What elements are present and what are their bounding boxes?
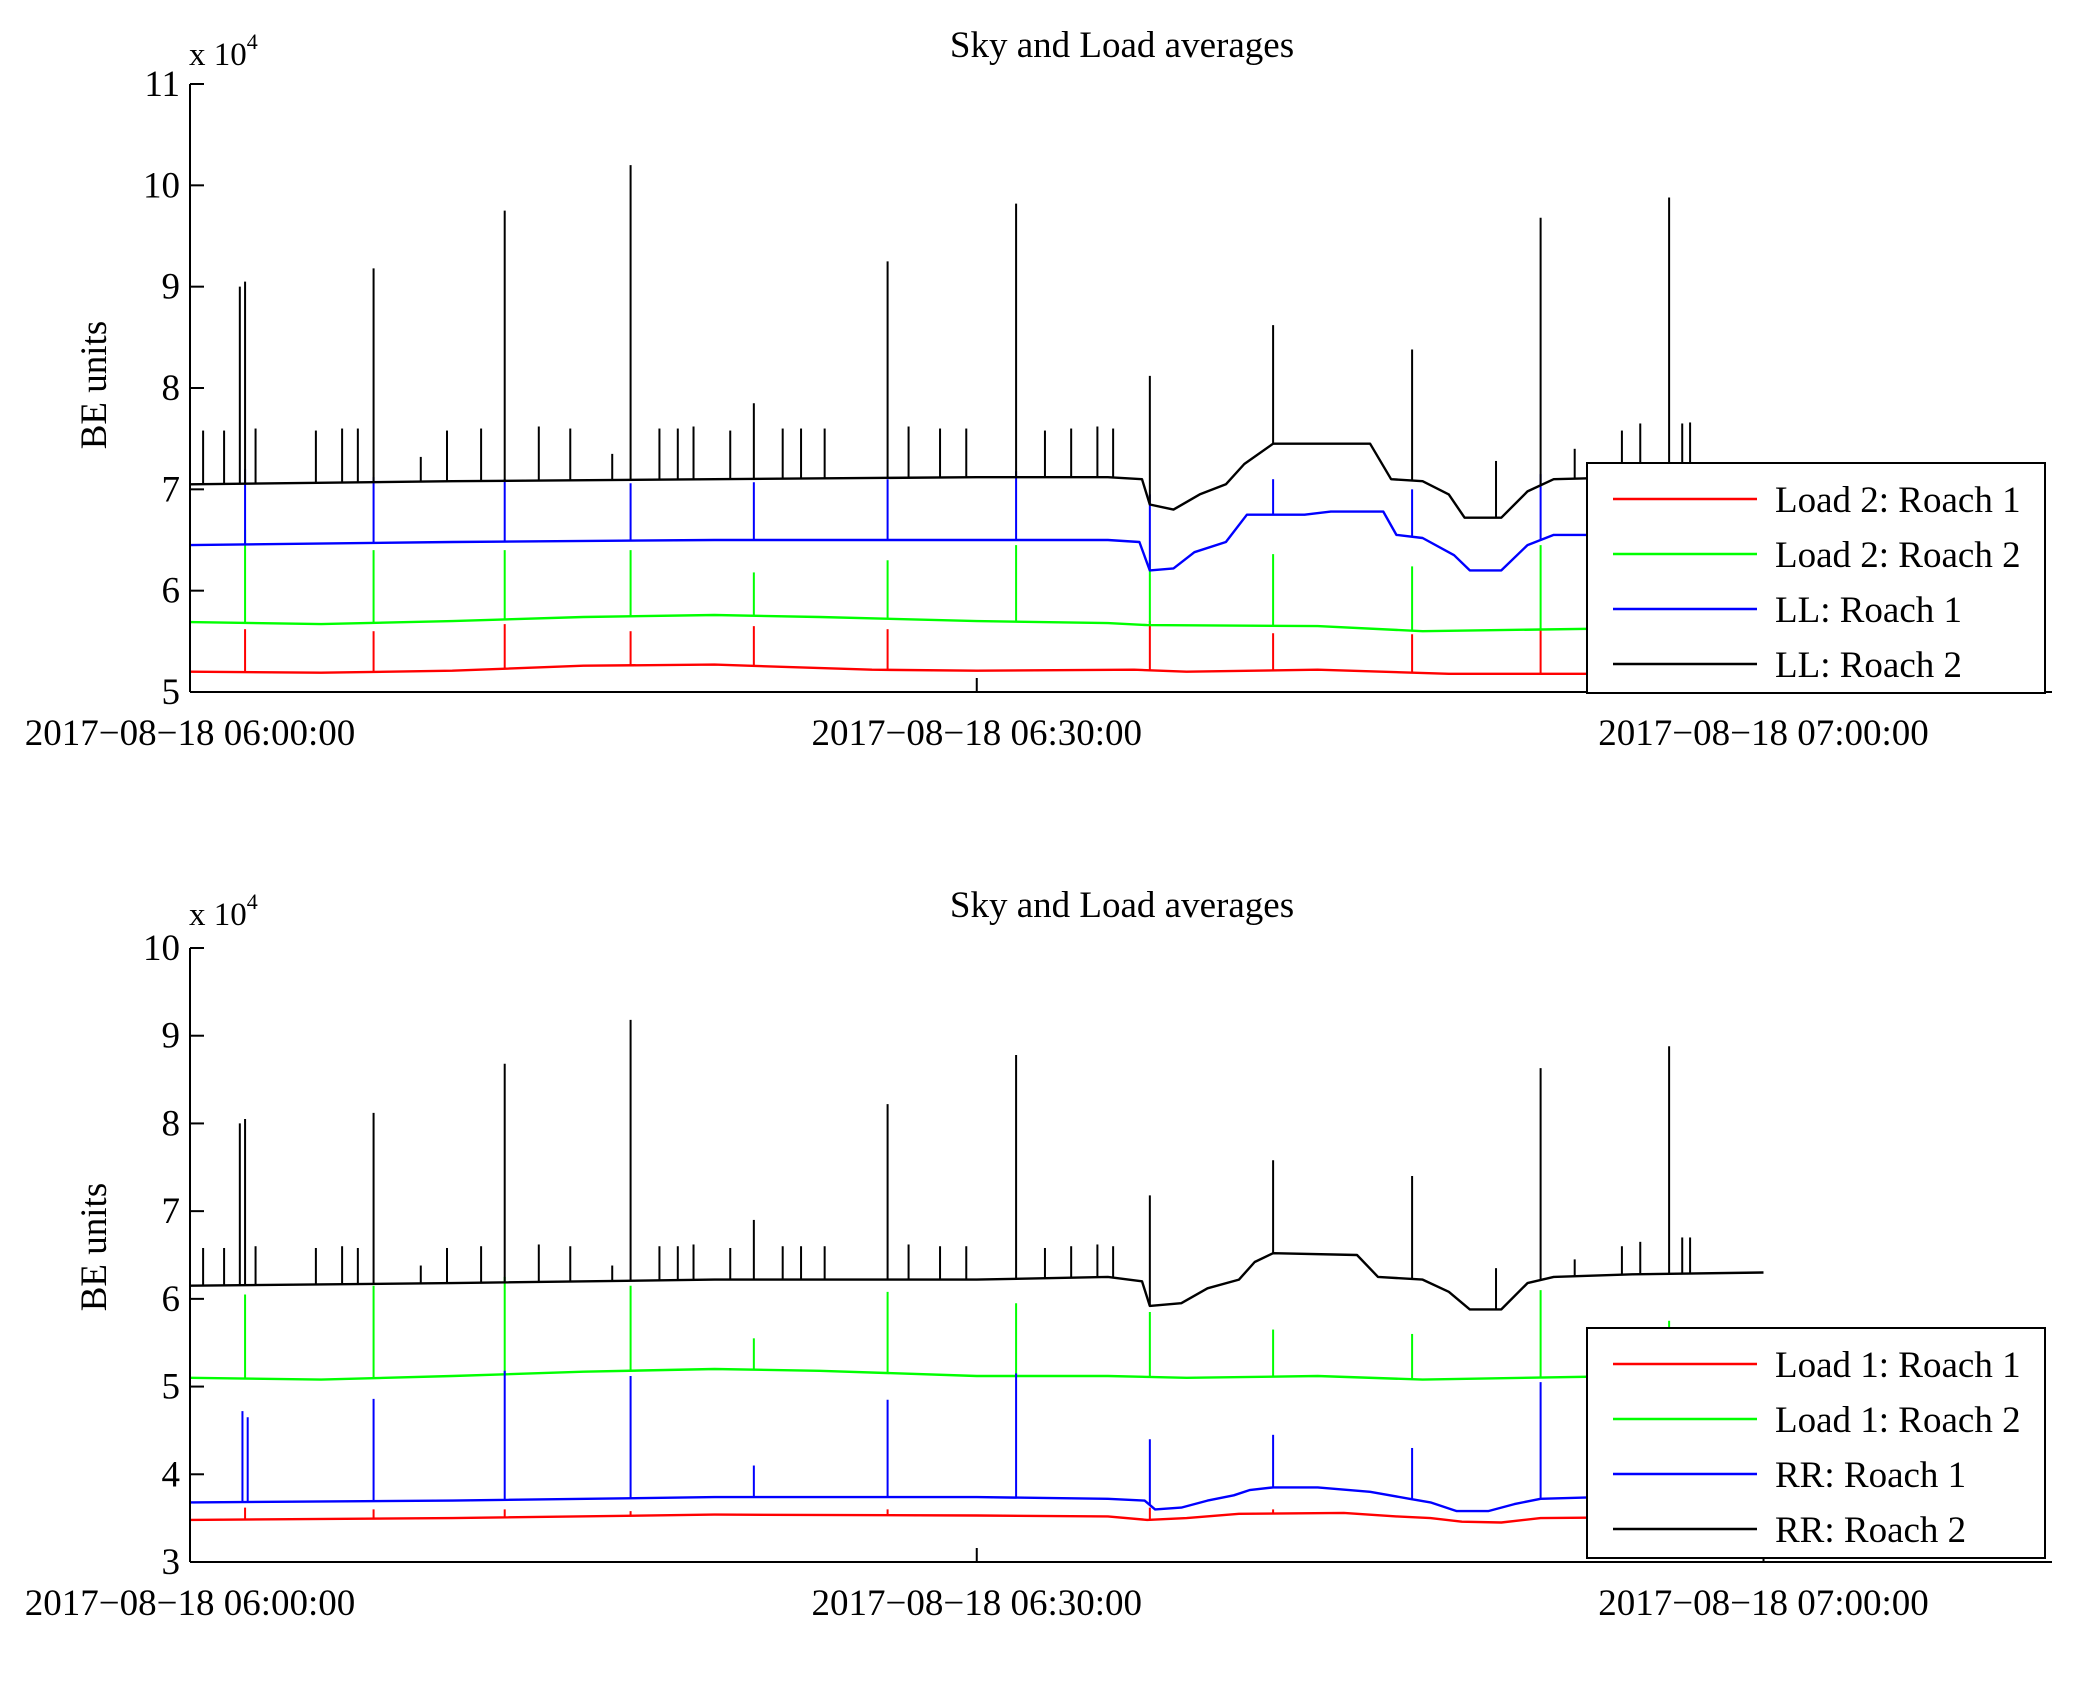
legend-box: [1586, 462, 2046, 694]
x-tick-label: 2017−08−18 06:30:00: [811, 713, 1142, 754]
y-tick-label: 6: [162, 1279, 181, 1320]
series-line: [189, 613, 1764, 633]
y-tick-label: 10: [143, 928, 180, 969]
x-tick-label: 2017−08−18 07:00:00: [1598, 1583, 1929, 1624]
legend-label: Load 2: Roach 2: [1775, 535, 2021, 576]
y-tick-label: 10: [143, 165, 180, 206]
y-tick-label: 7: [162, 1191, 181, 1232]
top-chart-y-axis-label: BE units: [74, 321, 115, 450]
y-tick-label: 9: [162, 267, 181, 308]
y-tick-label: 8: [162, 1103, 181, 1144]
top-chart: Sky and Load averages BE units x 104 5 6 7…: [25, 25, 2052, 754]
x-tick-label: 2017−08−18 06:00:00: [25, 713, 356, 754]
y-tick-label: 9: [162, 1016, 181, 1057]
series-line: [189, 442, 1764, 519]
y-tick-label: 5: [162, 1367, 181, 1408]
series-load-2-roach-1: [189, 621, 1764, 675]
top-chart-legend: Load 2: Roach 1 Load 2: Roach 2 LL: Roach …: [1586, 462, 2046, 694]
top-chart-y-multiplier-exponent: 4: [247, 29, 258, 54]
legend-label: RR: Roach 1: [1775, 1455, 1966, 1496]
top-chart-plot-area: [189, 165, 1764, 675]
series-load-1-roach-2: [189, 1276, 1764, 1381]
legend-label: LL: Roach 2: [1775, 645, 1962, 686]
series-load-2-roach-2: [189, 529, 1764, 633]
bottom-chart-y-axis-label: BE units: [74, 1183, 115, 1312]
y-tick-label: 11: [144, 64, 180, 105]
bottom-chart-title: Sky and Load averages: [950, 885, 1294, 926]
x-tick-label: 2017−08−18 06:00:00: [25, 1583, 356, 1624]
bottom-chart-y-multiplier-exponent: 4: [247, 889, 258, 914]
series-line: [189, 1511, 1764, 1524]
x-tick-label: 2017−08−18 06:30:00: [811, 1583, 1142, 1624]
top-chart-title: Sky and Load averages: [950, 25, 1294, 66]
series-ll-roach-2: [189, 165, 1764, 519]
y-tick-label: 7: [162, 469, 181, 510]
y-tick-label: 4: [162, 1454, 181, 1495]
series-line: [189, 510, 1764, 572]
legend-label: Load 1: Roach 2: [1775, 1400, 2021, 1441]
series-line: [189, 663, 1764, 675]
bottom-chart: Sky and Load averages BE units x 104 3 4 5…: [25, 885, 2052, 1624]
y-tick-label: 6: [162, 571, 181, 612]
top-chart-y-multiplier: x 104: [189, 29, 258, 73]
series-line: [189, 1252, 1764, 1311]
bottom-chart-axes: [189, 948, 2052, 1563]
series-line: [189, 1367, 1764, 1381]
series-rr-roach-1: [189, 1370, 1764, 1513]
top-chart-ticks: 5 6 7 8 9 10 11 2017−08−18 06:00:00 2017−08−18 0…: [25, 64, 1929, 754]
legend-label: Load 2: Roach 1: [1775, 480, 2021, 521]
y-tick-label: 8: [162, 368, 181, 409]
x-tick-label: 2017−08−18 07:00:00: [1598, 713, 1929, 754]
y-tick-label: 5: [162, 672, 181, 713]
series-ll-roach-1: [189, 469, 1764, 572]
legend-label: Load 1: Roach 1: [1775, 1345, 2021, 1386]
series-line: [189, 1486, 1764, 1513]
legend-box: [1586, 1327, 2046, 1559]
bottom-chart-plot-area: [189, 1019, 1764, 1524]
series-rr-roach-2: [189, 1019, 1764, 1311]
legend-label: LL: Roach 1: [1775, 590, 1962, 631]
legend-label: RR: Roach 2: [1775, 1510, 1966, 1551]
bottom-chart-ticks: 3 4 5 6 7 8 9 10 2017−08−18 06:00:00 2017−08−18 0…: [25, 928, 1929, 1624]
series-load-1-roach-1: [189, 1507, 1764, 1524]
bottom-chart-y-multiplier: x 104: [189, 889, 258, 933]
y-tick-label: 3: [162, 1542, 181, 1583]
bottom-chart-legend: Load 1: Roach 1 Load 1: Roach 2 RR: Roach …: [1586, 1327, 2046, 1559]
